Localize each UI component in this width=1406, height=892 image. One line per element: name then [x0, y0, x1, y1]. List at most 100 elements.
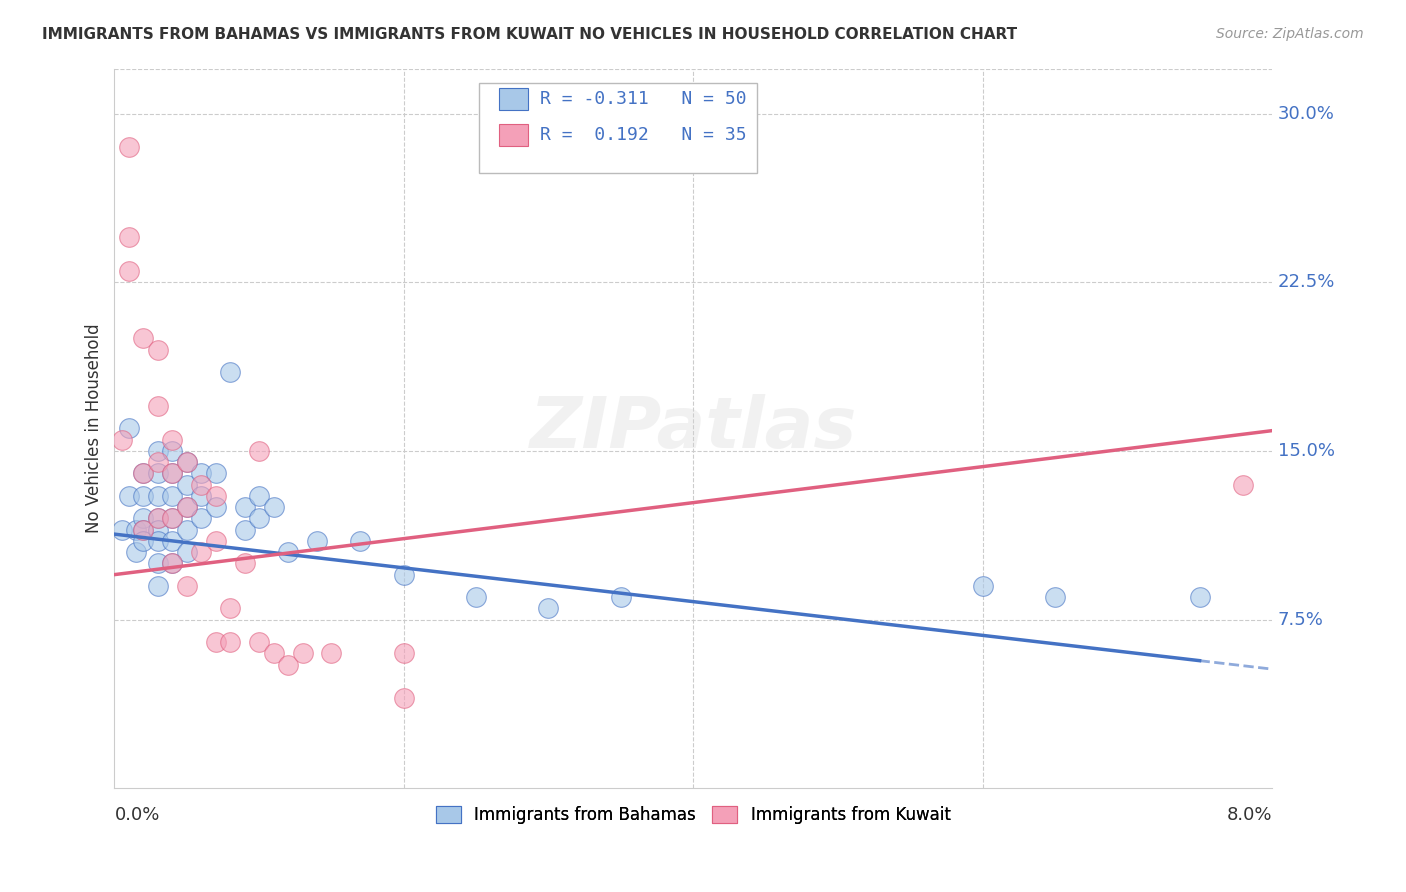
Point	[291, 646, 314, 660]
Point	[146, 533, 169, 548]
Bar	[499, 88, 527, 110]
Point	[190, 489, 212, 503]
Point	[176, 545, 198, 559]
Point	[146, 467, 169, 481]
Point	[125, 523, 148, 537]
Text: 7.5%: 7.5%	[1278, 611, 1323, 629]
Point	[132, 331, 155, 345]
Point	[176, 477, 198, 491]
Point	[146, 444, 169, 458]
Point	[204, 533, 226, 548]
Point	[118, 230, 141, 244]
Point	[219, 635, 242, 649]
Point	[176, 500, 198, 515]
Text: IMMIGRANTS FROM BAHAMAS VS IMMIGRANTS FROM KUWAIT NO VEHICLES IN HOUSEHOLD CORRE: IMMIGRANTS FROM BAHAMAS VS IMMIGRANTS FR…	[42, 27, 1018, 42]
Point	[610, 590, 633, 604]
Point	[162, 444, 184, 458]
Text: R = -0.311   N = 50: R = -0.311 N = 50	[540, 90, 747, 108]
Text: 30.0%: 30.0%	[1278, 104, 1334, 122]
Point	[162, 557, 184, 571]
Text: Source: ZipAtlas.com: Source: ZipAtlas.com	[1216, 27, 1364, 41]
Point	[190, 545, 212, 559]
FancyBboxPatch shape	[479, 83, 756, 173]
Point	[146, 579, 169, 593]
Point	[146, 523, 169, 537]
Point	[219, 601, 242, 615]
Point	[305, 533, 328, 548]
Point	[247, 635, 270, 649]
Point	[162, 433, 184, 447]
Point	[132, 511, 155, 525]
Text: 0.0%: 0.0%	[114, 806, 160, 824]
Point	[118, 264, 141, 278]
Point	[204, 500, 226, 515]
Point	[176, 455, 198, 469]
Y-axis label: No Vehicles in Household: No Vehicles in Household	[86, 324, 103, 533]
Point	[392, 567, 415, 582]
Point	[537, 601, 560, 615]
Point	[162, 511, 184, 525]
Bar	[499, 124, 527, 145]
Text: R =  0.192   N = 35: R = 0.192 N = 35	[540, 126, 747, 144]
Point	[972, 579, 994, 593]
Point	[146, 455, 169, 469]
Point	[132, 489, 155, 503]
Point	[263, 646, 285, 660]
Point	[118, 421, 141, 435]
Point	[233, 557, 256, 571]
Point	[111, 433, 134, 447]
Point	[233, 523, 256, 537]
Point	[176, 500, 198, 515]
Point	[146, 489, 169, 503]
Point	[321, 646, 343, 660]
Point	[247, 511, 270, 525]
Point	[118, 489, 141, 503]
Point	[146, 343, 169, 357]
Point	[146, 557, 169, 571]
Point	[146, 511, 169, 525]
Point	[146, 399, 169, 413]
Point	[233, 500, 256, 515]
Point	[219, 365, 242, 379]
Point	[277, 657, 299, 672]
Point	[1232, 477, 1254, 491]
Point	[190, 511, 212, 525]
Point	[204, 635, 226, 649]
Point	[247, 444, 270, 458]
Point	[204, 489, 226, 503]
Legend: Immigrants from Bahamas, Immigrants from Kuwait: Immigrants from Bahamas, Immigrants from…	[429, 799, 957, 830]
Point	[392, 691, 415, 706]
Point	[349, 533, 371, 548]
Point	[162, 489, 184, 503]
Point	[247, 489, 270, 503]
Point	[392, 646, 415, 660]
Point	[162, 467, 184, 481]
Point	[176, 523, 198, 537]
Text: 8.0%: 8.0%	[1226, 806, 1272, 824]
Point	[132, 467, 155, 481]
Point	[132, 523, 155, 537]
Point	[125, 545, 148, 559]
Point	[162, 533, 184, 548]
Point	[132, 533, 155, 548]
Point	[162, 557, 184, 571]
Text: ZIPatlas: ZIPatlas	[530, 394, 856, 463]
Text: 15.0%: 15.0%	[1278, 442, 1334, 460]
Point	[132, 467, 155, 481]
Point	[204, 467, 226, 481]
Point	[176, 455, 198, 469]
Point	[162, 511, 184, 525]
Point	[146, 511, 169, 525]
Point	[111, 523, 134, 537]
Point	[118, 140, 141, 154]
Text: 22.5%: 22.5%	[1278, 273, 1336, 291]
Point	[1188, 590, 1211, 604]
Point	[263, 500, 285, 515]
Point	[1043, 590, 1066, 604]
Point	[190, 477, 212, 491]
Point	[176, 579, 198, 593]
Point	[132, 523, 155, 537]
Point	[465, 590, 488, 604]
Point	[162, 467, 184, 481]
Point	[190, 467, 212, 481]
